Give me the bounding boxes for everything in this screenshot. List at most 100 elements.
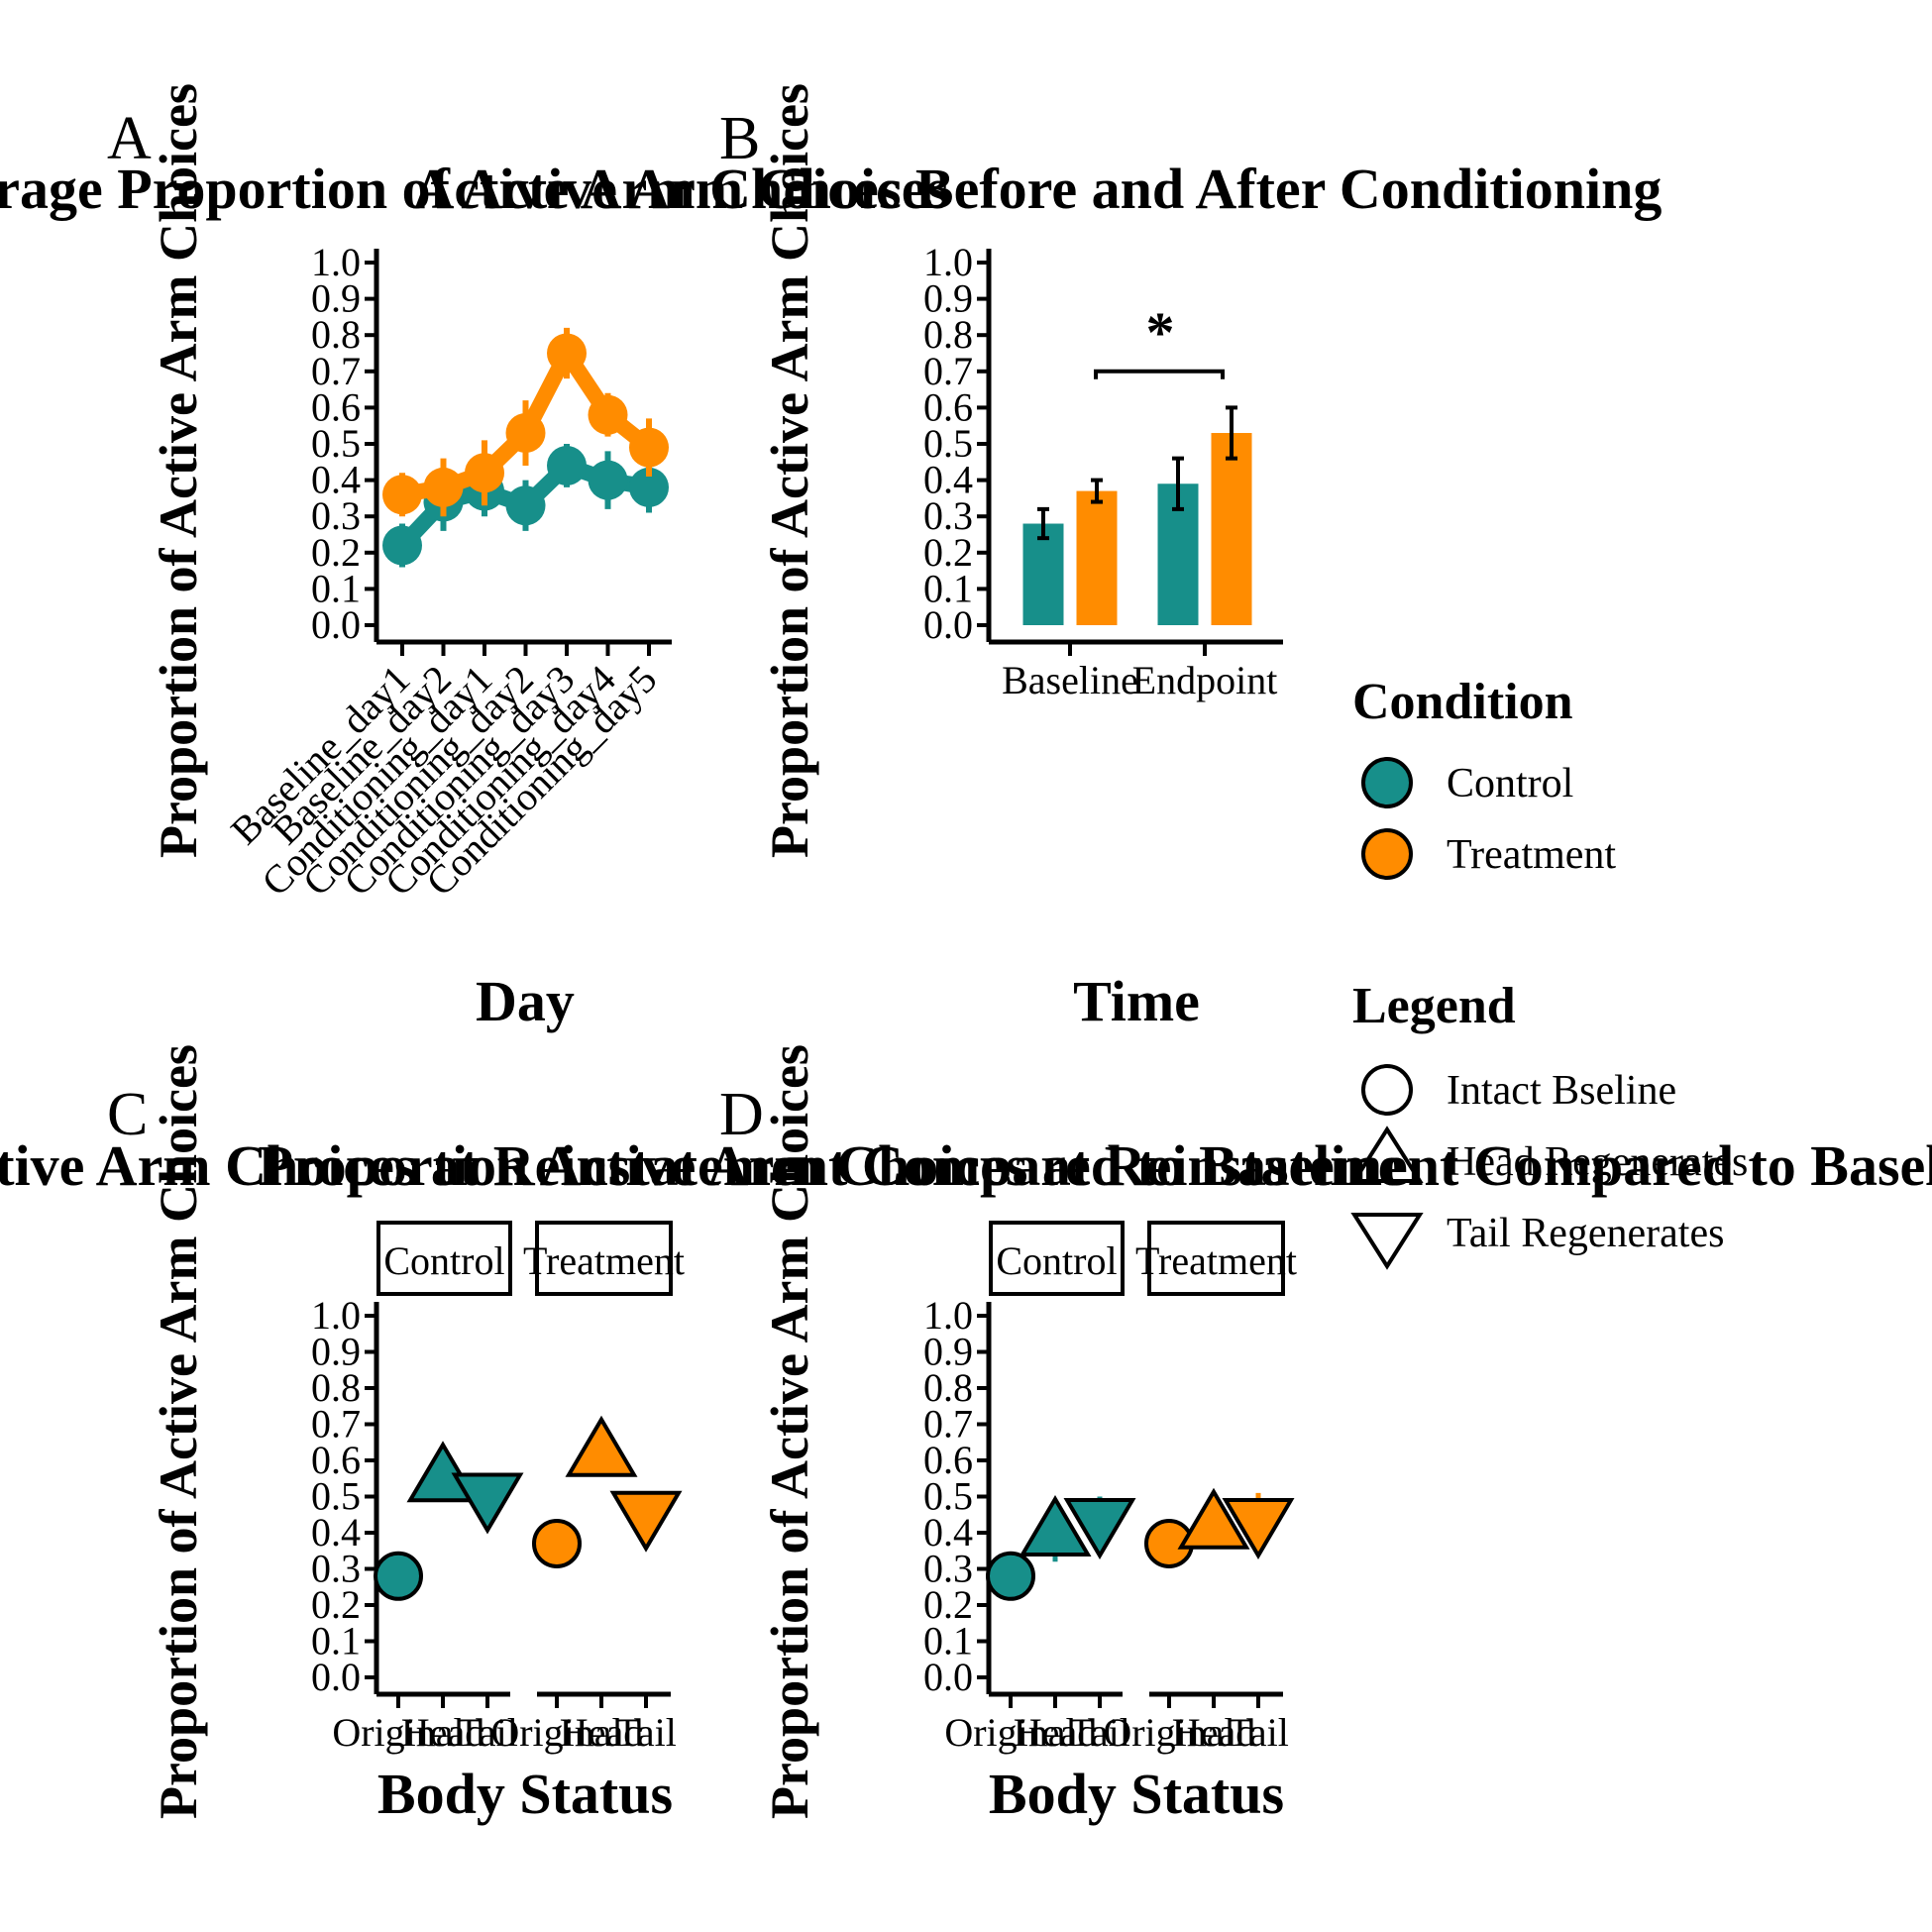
panel-c-y-tick-label: 1.0 [311, 1293, 361, 1338]
panel-b-y-tick-label: 0.4 [923, 458, 973, 502]
panel-c-point-tail [451, 1472, 524, 1535]
panel-a-y-tick-label: 0.1 [311, 566, 361, 610]
panel-c-y-tick-label: 0.5 [311, 1474, 361, 1519]
legend-treatment-swatch [1361, 828, 1413, 880]
panel-a-y-tick-label: 0.0 [311, 602, 361, 647]
panel-c-x-tick-label: Original [490, 1710, 622, 1755]
legend-control-label: Control [1447, 761, 1573, 806]
panel-d-point-tail [1063, 1498, 1136, 1559]
panel-c-y-tick-label: 0.8 [311, 1365, 361, 1410]
panel-b-xlabel: Time [1073, 969, 1200, 1033]
panel-a-point-treatment [547, 333, 587, 374]
panel-b-y-tick-label: 0.2 [923, 530, 973, 575]
panel-c-xlabel: Body Status [377, 1762, 673, 1826]
panel-d-strip-box [1147, 1221, 1285, 1296]
legend-triangle-down-swatch [1350, 1213, 1424, 1270]
panel-d-y-tick-label: 0.8 [923, 1365, 973, 1410]
panel-d-x-tick-label: Tail [1069, 1710, 1130, 1755]
panel-a-y-tick-label: 0.5 [311, 421, 361, 466]
panel-b-bar-treatment [1211, 433, 1252, 625]
panel-a-point-control [629, 467, 669, 507]
panel-b-significance: * [1146, 300, 1175, 365]
panel-a-y-tick-label: 0.9 [311, 276, 361, 321]
panel-d-point-original [986, 1551, 1035, 1601]
panel-a-title: Average Proportion of Active Arm Choices [0, 157, 949, 221]
panel-d-strip-label: Control [996, 1238, 1117, 1283]
panel-c-strip-label: Treatment [523, 1238, 685, 1283]
legend-control-swatch [1361, 757, 1413, 808]
panel-d-ylabel: Proportion of Active Arm Choices [760, 1044, 819, 1819]
legend-intact-label: Intact Bseline [1447, 1068, 1676, 1114]
panel-c-x-tick-label: Head [560, 1710, 643, 1755]
panel-a-xlabel: Day [476, 969, 575, 1033]
legend-tail-label: Tail Regenerates [1447, 1211, 1724, 1256]
panel-b-tag: B [719, 105, 760, 172]
panel-d-point-head [1177, 1487, 1250, 1550]
panel-b-title: Active Arm Choices Before and After Cond… [413, 157, 1663, 221]
panel-d-y-tick-label: 0.9 [923, 1330, 973, 1374]
panel-d-point-head [1019, 1495, 1092, 1556]
panel-c-y-tick-label: 0.2 [311, 1582, 361, 1627]
panel-b-y-tick-label: 0.7 [923, 349, 973, 393]
panel-a-point-treatment [382, 475, 422, 515]
panel-a-tag: A [107, 105, 152, 172]
panel-a-point-treatment [423, 467, 464, 507]
panel-c-y-tick-label: 0.3 [311, 1547, 361, 1591]
panel-d-x-tick-label: Tail [1228, 1710, 1289, 1755]
panel-d-tag: D [719, 1081, 764, 1148]
panel-c-title: Proportion Active Arm Choices at Reinsta… [0, 1133, 1404, 1198]
panel-a-ylabel: Proportion of Active Arm Choices [149, 83, 208, 858]
panel-d-y-tick-label: 0.5 [923, 1474, 973, 1519]
panel-a-y-tick-label: 0.2 [311, 530, 361, 575]
panel-b-y-tick-label: 0.6 [923, 384, 973, 429]
legend-condition-title: Condition [1352, 674, 1573, 730]
legend-shape-title: Legend [1352, 978, 1516, 1034]
panel-c-tag: C [107, 1081, 148, 1148]
panel-d-x-tick-label: Head [1014, 1710, 1097, 1755]
panel-d-x-tick-label: Head [1172, 1710, 1255, 1755]
panel-b-bar-control [1022, 523, 1064, 625]
panel-d-strip-box [989, 1221, 1125, 1296]
panel-d-y-tick-label: 0.7 [923, 1402, 973, 1447]
panel-a-point-treatment [505, 413, 546, 454]
panel-d-strip-label: Treatment [1135, 1238, 1297, 1283]
panel-a-y-tick-label: 0.7 [311, 349, 361, 393]
panel-c-ylabel: Proportion of Active Arm Choices [149, 1044, 208, 1819]
panel-c-y-tick-label: 0.6 [311, 1438, 361, 1482]
panel-c-point-tail [609, 1490, 683, 1553]
panel-b-y-tick-label: 1.0 [923, 240, 973, 284]
panel-a-y-tick-label: 0.4 [311, 458, 361, 502]
legend-triangle-up-swatch [1350, 1126, 1424, 1183]
panel-c-x-tick-label: Original [332, 1710, 464, 1755]
panel-c-strip-box [376, 1221, 512, 1296]
panel-c-y-tick-label: 0.7 [311, 1402, 361, 1447]
panel-b-y-tick-label: 0.5 [923, 421, 973, 466]
panel-a-point-treatment [629, 427, 669, 468]
panel-a-point-treatment [465, 453, 504, 493]
panel-b-x-tick-label: Endpoint [1132, 658, 1278, 702]
panel-c-strip-label: Control [383, 1238, 504, 1283]
panel-c-strip-box [535, 1221, 673, 1296]
panel-b-y-tick-label: 0.8 [923, 312, 973, 357]
panel-c-y-tick-label: 0.4 [311, 1510, 361, 1555]
panel-d-point-tail [1222, 1498, 1295, 1559]
panel-c-x-tick-label: Tail [457, 1710, 518, 1755]
panel-a-y-tick-label: 1.0 [311, 240, 361, 284]
panel-c-y-tick-label: 0.0 [311, 1655, 361, 1699]
panel-d-y-tick-label: 0.6 [923, 1438, 973, 1482]
panel-b-ylabel: Proportion of Active Arm Choices [760, 83, 819, 858]
panel-d-x-tick-label: Original [1103, 1710, 1234, 1755]
panel-a-point-control [505, 485, 546, 526]
panel-b-bar-treatment [1076, 490, 1118, 625]
panel-d-y-tick-label: 0.3 [923, 1547, 973, 1591]
panel-d-xlabel: Body Status [989, 1762, 1284, 1826]
panel-c-y-tick-label: 0.9 [311, 1330, 361, 1374]
legend-circle-swatch [1361, 1064, 1413, 1116]
legend-treatment-label: Treatment [1447, 832, 1616, 878]
panel-a-y-tick-label: 0.3 [311, 493, 361, 538]
panel-a-point-control [588, 460, 628, 500]
panel-d-x-tick-label: Original [944, 1710, 1076, 1755]
panel-a-point-treatment [588, 394, 628, 435]
panel-b-y-tick-label: 0.9 [923, 276, 973, 321]
panel-c-point-original [374, 1551, 423, 1601]
